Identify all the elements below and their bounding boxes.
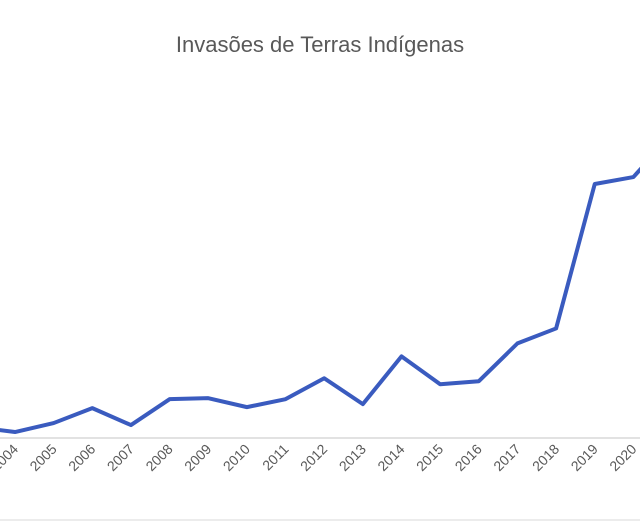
chart-title: Invasões de Terras Indígenas xyxy=(176,32,464,57)
data-line xyxy=(0,166,640,435)
